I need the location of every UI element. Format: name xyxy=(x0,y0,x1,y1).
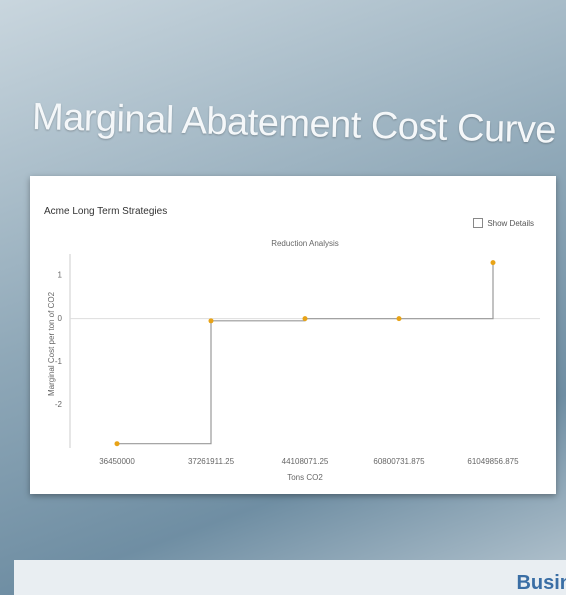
panel-title: Acme Long Term Strategies xyxy=(44,206,168,217)
data-point xyxy=(114,441,120,447)
x-tick-label: 36450000 xyxy=(99,457,135,466)
data-point xyxy=(490,260,496,266)
y-tick-label: 0 xyxy=(58,314,63,323)
y-axis-label: Marginal Cost per ton of CO2 xyxy=(47,291,56,396)
x-tick-label: 44108071.25 xyxy=(282,457,329,466)
step-line xyxy=(117,262,494,445)
y-tick-label: 1 xyxy=(58,271,63,280)
data-point xyxy=(208,318,214,324)
footer-band xyxy=(14,560,566,595)
chart-panel: Acme Long Term Strategies Show Details R… xyxy=(30,176,556,494)
checkbox[interactable] xyxy=(473,218,484,228)
slide-title: Marginal Abatement Cost Curve (MACC) xyxy=(31,96,566,155)
x-tick-label: 60800731.875 xyxy=(373,457,425,466)
chart: Reduction Analysis Marginal Cost per ton… xyxy=(47,239,540,482)
x-tick-label: 61049856.875 xyxy=(467,457,519,466)
chart-title: Reduction Analysis xyxy=(271,239,339,248)
x-axis-label: Tons CO2 xyxy=(287,473,323,482)
data-point xyxy=(302,316,308,322)
y-tick-label: -2 xyxy=(55,400,63,409)
show-details-checkbox[interactable]: Show Details xyxy=(473,218,534,228)
x-tick-label: 37261911.25 xyxy=(188,457,235,466)
data-point xyxy=(396,316,402,322)
checkbox-label[interactable]: Show Details xyxy=(487,218,534,228)
y-tick-label: -1 xyxy=(55,357,63,366)
footer-text: Busin xyxy=(516,572,566,594)
